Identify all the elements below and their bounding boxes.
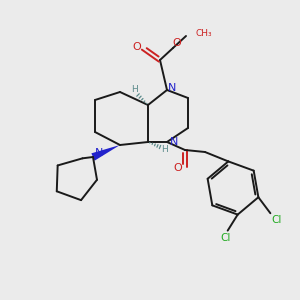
Text: N: N xyxy=(168,83,176,93)
Text: O: O xyxy=(174,163,182,173)
Text: CH₃: CH₃ xyxy=(195,28,211,38)
Text: H: H xyxy=(132,85,138,94)
Text: N: N xyxy=(170,137,178,147)
Text: Cl: Cl xyxy=(220,232,231,243)
Text: N: N xyxy=(95,148,103,158)
Text: Cl: Cl xyxy=(271,215,282,225)
Polygon shape xyxy=(92,145,120,161)
Text: H: H xyxy=(162,145,168,154)
Text: O: O xyxy=(133,42,141,52)
Text: O: O xyxy=(172,38,182,48)
